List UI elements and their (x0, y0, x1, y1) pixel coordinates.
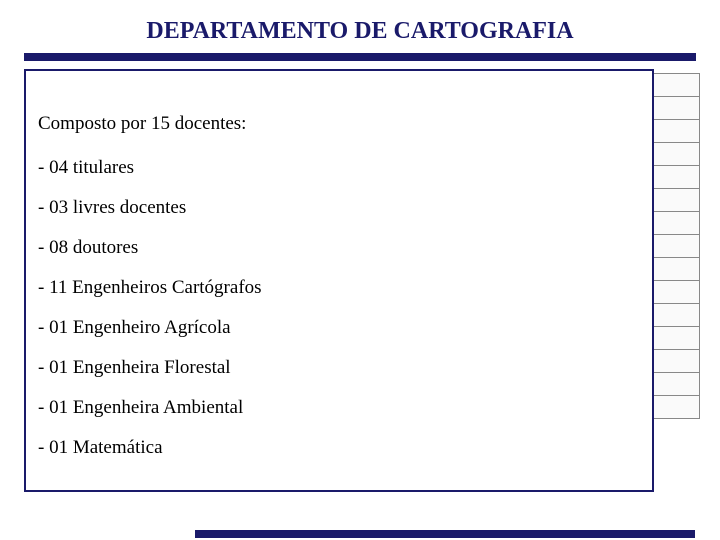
bullet-item: - 08 doutores (38, 237, 358, 259)
bullet-item: - 03 livres docentes (38, 197, 358, 219)
bullet-item: - 01 Engenheiro Agrícola (38, 317, 358, 339)
page-title: DEPARTAMENTO DE CARTOGRAFIA (0, 0, 720, 53)
bullet-item: - 01 Engenheira Ambiental (38, 397, 358, 419)
bullet-item: - 11 Engenheiros Cartógrafos (38, 277, 358, 299)
bullet-item: - 04 titulares (38, 157, 358, 179)
bullet-item: - 01 Engenheira Florestal (38, 357, 358, 379)
bullet-item: - 01 Matemática (38, 437, 358, 459)
bullet-list: - 04 titulares - 03 livres docentes - 08 d… (38, 157, 358, 459)
main-bordered-box: Composto por 15 docentes: - 04 titulares… (24, 69, 654, 492)
bottom-accent-bar (195, 530, 695, 538)
top-accent-bar (24, 53, 696, 61)
left-panel: Composto por 15 docentes: - 04 titulares… (38, 113, 358, 477)
content-area: ALUIR PORFÍRIO DAL POZ (Prof Titular)AMI… (24, 69, 696, 499)
subtitle: Composto por 15 docentes: (38, 113, 358, 135)
